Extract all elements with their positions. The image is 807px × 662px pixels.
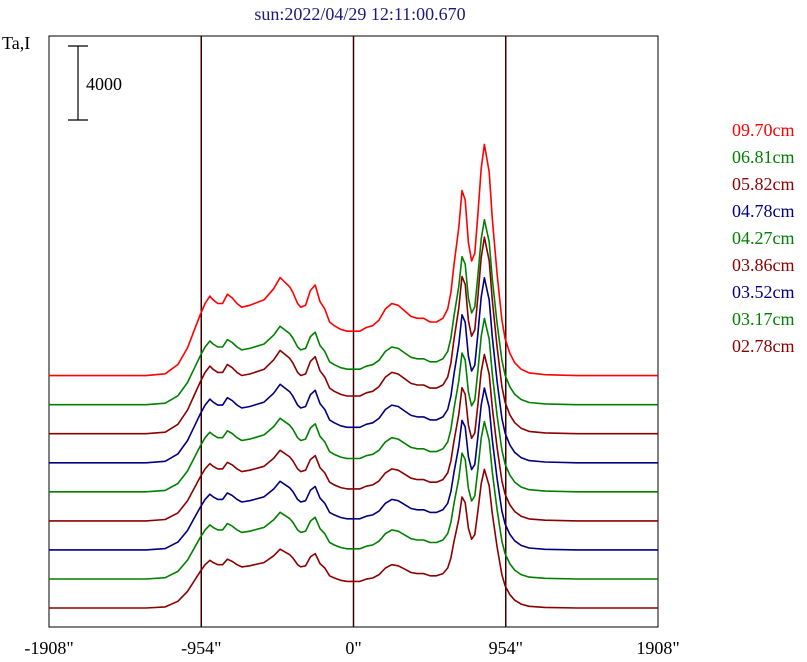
legend-entry: 03.17cm (732, 309, 795, 329)
legend-entry: 05.82cm (732, 174, 795, 194)
series-line-03.86cm (49, 353, 658, 522)
legend-entry: 03.52cm (732, 282, 795, 302)
x-tick-label: 0" (345, 638, 361, 658)
series-line-09.70cm (49, 143, 658, 377)
legend-entry: 09.70cm (732, 120, 795, 140)
legend-entry: 04.78cm (732, 201, 795, 221)
legend-entry: 04.27cm (732, 228, 795, 248)
legend-entry: 02.78cm (732, 336, 795, 356)
x-tick-label: -1908" (24, 638, 73, 658)
series-line-02.78cm (49, 468, 658, 609)
x-tick-label: 954" (489, 638, 523, 658)
series-group (49, 143, 658, 609)
series-line-05.82cm (49, 236, 658, 435)
series-line-04.27cm (49, 317, 658, 493)
series-line-06.81cm (49, 218, 658, 406)
x-tick-labels: -1908" -954" 0" 954" 1908" (24, 638, 679, 658)
legend-entry: 06.81cm (732, 147, 795, 167)
series-line-03.17cm (49, 420, 658, 580)
series-line-03.52cm (49, 387, 658, 551)
x-tick-label: -954" (181, 638, 221, 658)
x-tick-label: 1908" (636, 638, 679, 658)
scale-bar-label: 4000 (86, 74, 122, 94)
chart-title: sun:2022/04/29 12:11:00.670 (254, 4, 465, 24)
legend-entry: 03.86cm (732, 255, 795, 275)
series-line-04.78cm (49, 276, 658, 464)
legend: 09.70cm 06.81cm 05.82cm 04.78cm 04.27cm 03.86… (732, 120, 795, 356)
y-axis-label: Ta,I (2, 33, 30, 53)
